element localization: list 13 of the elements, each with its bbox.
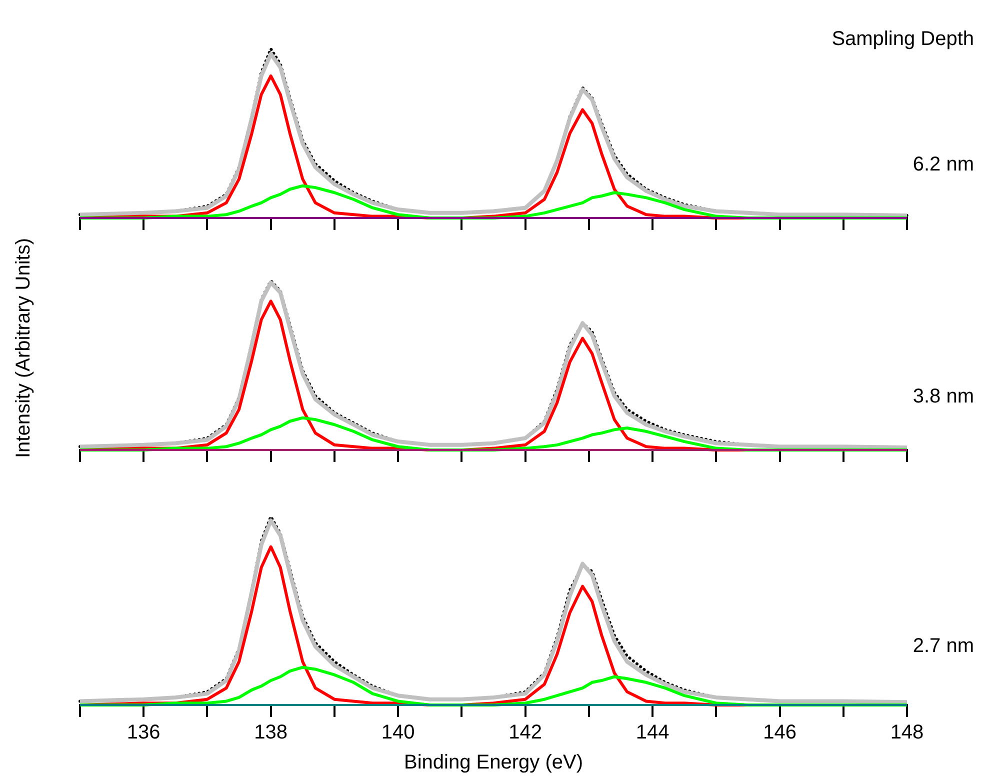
x-tick-label: 140 [381, 722, 415, 744]
text: 2.7 nm [912, 634, 974, 657]
y-axis-title: Intensity (Arbitrary Units) [12, 238, 36, 458]
text: 3.8 nm [912, 386, 974, 408]
x-axis-title: Binding Energy (eV) [404, 752, 583, 774]
x-tick-label: 142 [508, 722, 542, 744]
x-tick-label: 138 [254, 722, 288, 744]
annotation: Sampling Depth [832, 28, 974, 50]
x-tick-label: 148 [890, 722, 924, 744]
text: 6.2 nm [912, 154, 974, 176]
x-tick-label: 144 [636, 722, 670, 744]
x-tick-label: 146 [763, 722, 796, 744]
x-tick-label: 136 [126, 722, 160, 744]
